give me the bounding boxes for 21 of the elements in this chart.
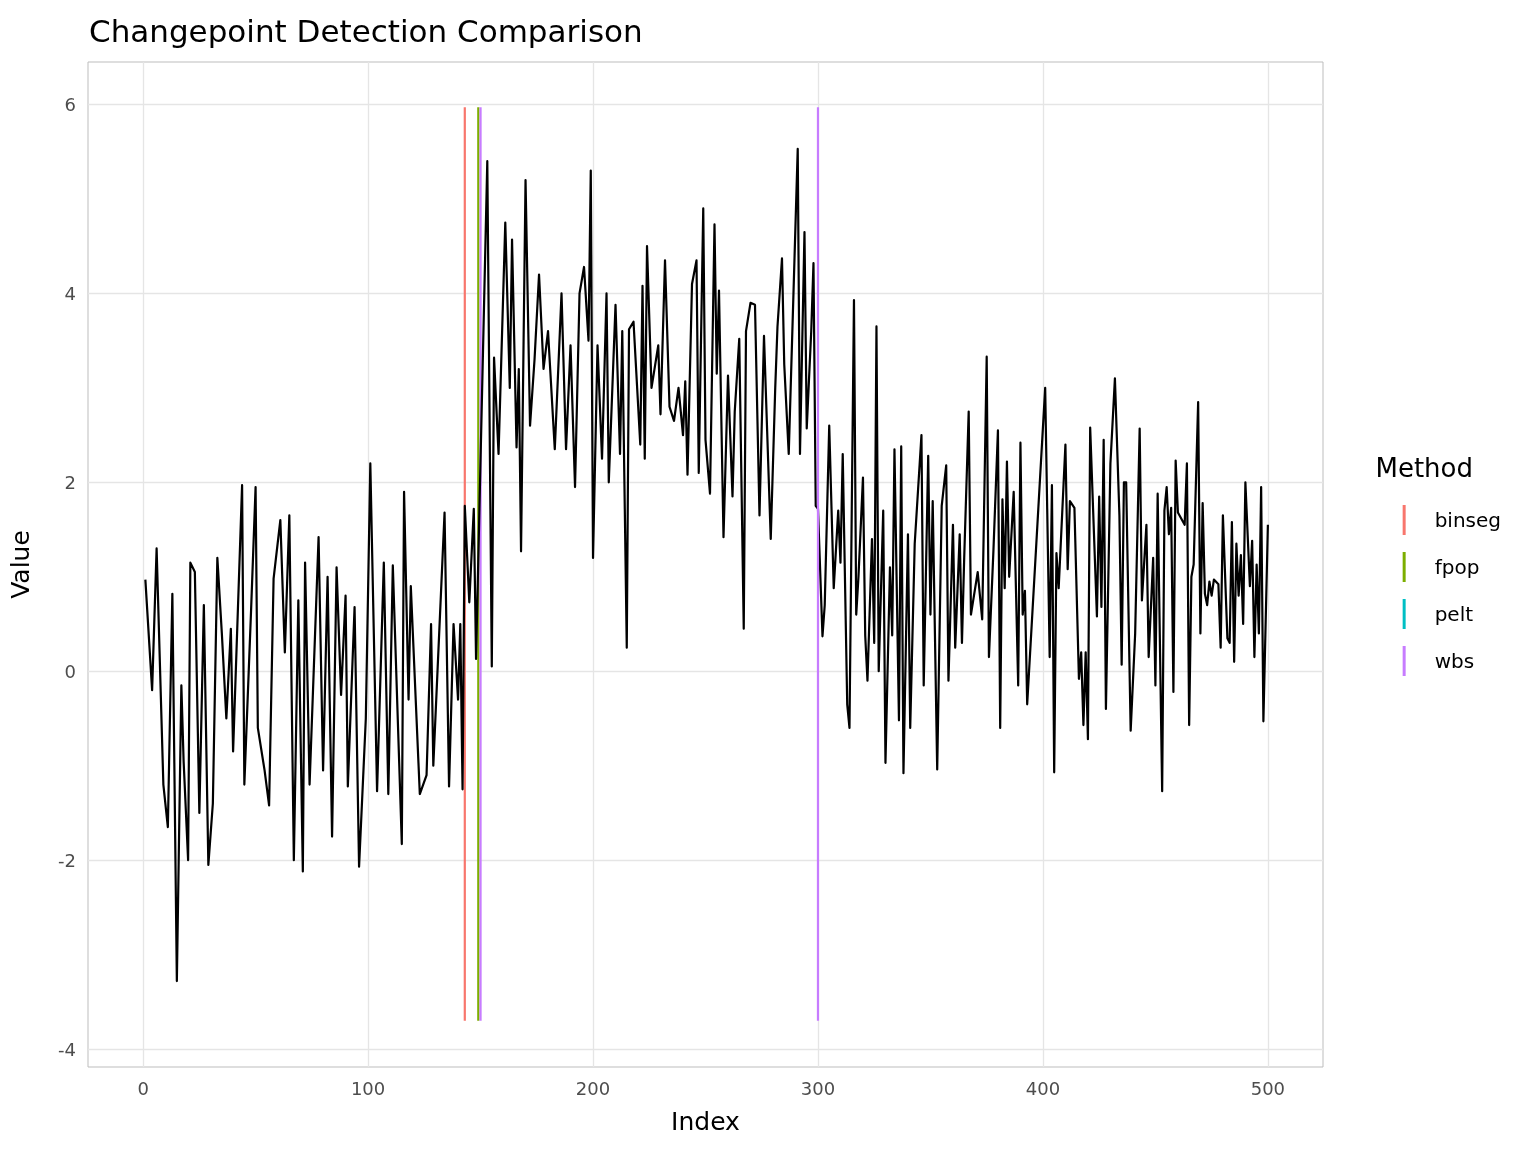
- x-axis-title: Index: [671, 1107, 740, 1136]
- x-tick-label: 300: [800, 1077, 836, 1099]
- y-tick-label: -4: [58, 1038, 76, 1060]
- y-tick-label: 0: [64, 660, 76, 682]
- y-tick-label: -2: [58, 849, 76, 871]
- y-tick-label: 4: [64, 282, 76, 304]
- legend-label: fpop: [1434, 555, 1480, 579]
- x-tick-label: 0: [137, 1077, 149, 1099]
- legend-label: pelt: [1434, 602, 1474, 626]
- x-tick-label: 500: [1250, 1077, 1286, 1099]
- y-tick-label: 6: [64, 94, 76, 115]
- y-axis-title: Value: [6, 530, 35, 599]
- legend-label: binseg: [1434, 508, 1502, 532]
- legend-label: wbs: [1434, 649, 1475, 673]
- x-tick-label: 100: [350, 1077, 386, 1099]
- legend-title: Method: [1375, 453, 1473, 483]
- line-series: [144, 147, 1269, 983]
- x-tick-label: 200: [575, 1077, 611, 1099]
- y-tick-label: 2: [64, 471, 76, 493]
- x-tick-label: 400: [1025, 1077, 1061, 1099]
- chart-title: Changepoint Detection Comparison: [89, 12, 643, 49]
